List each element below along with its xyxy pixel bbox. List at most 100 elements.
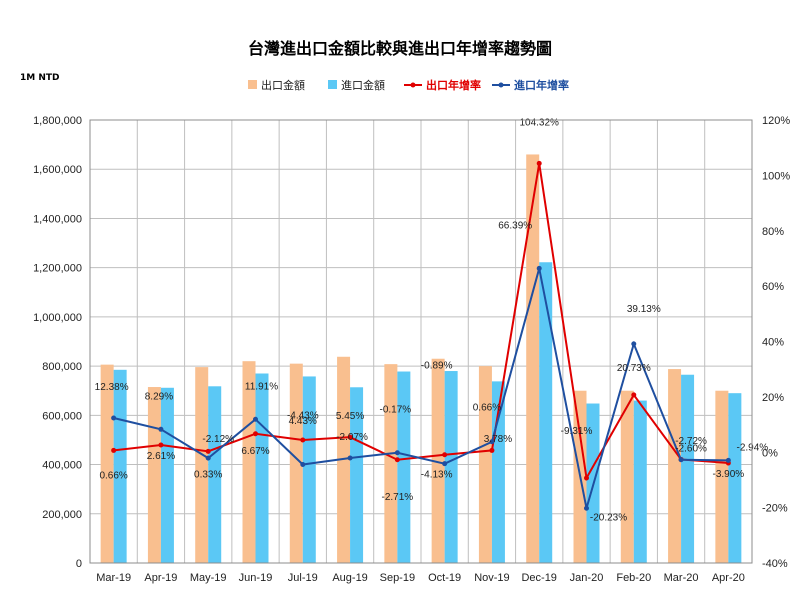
bar-export xyxy=(715,390,729,563)
export-growth-label: -2.60% xyxy=(675,443,707,454)
legend-swatch xyxy=(248,80,257,89)
left-tick-label: 600,000 xyxy=(42,410,82,422)
right-tick-label: 120% xyxy=(762,115,790,127)
x-tick-label: Sep-19 xyxy=(380,572,415,584)
bar-export xyxy=(384,364,398,563)
right-tick-label: -20% xyxy=(762,503,788,515)
left-tick-label: 1,400,000 xyxy=(33,213,82,225)
point-import-growth xyxy=(489,439,495,445)
x-tick-label: Jul-19 xyxy=(288,572,318,584)
import-growth-label: -4.43% xyxy=(287,411,319,422)
x-tick-label: Aug-19 xyxy=(332,572,367,584)
bar-export xyxy=(147,387,161,563)
point-import-growth xyxy=(631,341,637,347)
bar-export xyxy=(289,363,303,563)
point-export-growth xyxy=(111,447,117,453)
bar-import xyxy=(255,373,269,563)
import-growth-label: 8.29% xyxy=(145,391,173,402)
bars xyxy=(100,154,742,563)
left-tick-label: 1,600,000 xyxy=(33,164,82,176)
left-tick-label: 1,800,000 xyxy=(33,115,82,127)
export-growth-label: 2.61% xyxy=(147,451,175,462)
right-tick-label: 40% xyxy=(762,337,784,349)
import-growth-label: -2.07% xyxy=(336,432,368,443)
bar-import xyxy=(539,262,553,563)
axes: 0 200,000 400,000 600,000 800,000 1,000,000 1,… xyxy=(33,115,790,584)
point-import-growth xyxy=(725,457,731,463)
bar-import xyxy=(728,393,742,563)
x-tick-label: Oct-19 xyxy=(428,572,461,584)
legend-swatch xyxy=(328,80,337,89)
point-import-growth xyxy=(394,450,400,456)
point-import-growth xyxy=(536,265,542,271)
bar-import xyxy=(397,371,411,563)
bar-export xyxy=(668,369,682,563)
x-tick-label: Apr-19 xyxy=(144,572,177,584)
export-growth-label: 6.67% xyxy=(241,446,269,457)
point-import-growth xyxy=(584,505,589,511)
chart-title: 台灣進出口金額比較與進出口年增率趨勢圖 xyxy=(248,39,552,58)
legend: 出口金額 進口金額 出口年增率 進口年增率 xyxy=(248,78,569,92)
bar-export xyxy=(620,390,634,563)
x-tick-label: Jun-19 xyxy=(239,572,273,584)
bar-export xyxy=(431,358,445,563)
point-import-growth xyxy=(347,455,353,461)
import-growth-label: 66.39% xyxy=(498,220,532,231)
legend-label: 出口金額 xyxy=(261,78,305,92)
x-tick-label: Mar-20 xyxy=(664,572,699,584)
import-growth-label: -20.23% xyxy=(590,512,627,523)
left-tick-label: 0 xyxy=(76,558,82,570)
import-growth-label: 3.78% xyxy=(484,434,512,445)
left-tick-label: 400,000 xyxy=(42,460,82,472)
import-growth-label: -4.13% xyxy=(421,470,453,481)
x-tick-label: Apr-20 xyxy=(712,572,745,584)
export-growth-label: 5.45% xyxy=(336,411,364,422)
import-growth-label: -0.17% xyxy=(380,405,412,416)
point-import-growth xyxy=(678,457,684,463)
x-tick-label: Jan-20 xyxy=(570,572,604,584)
point-export-growth xyxy=(158,442,164,448)
bar-import xyxy=(160,387,174,563)
legend-label: 進口金額 xyxy=(341,78,385,92)
bar-import xyxy=(681,374,695,563)
import-growth-label: 11.91% xyxy=(245,381,278,392)
x-tick-label: Dec-19 xyxy=(521,572,556,584)
line-import-growth xyxy=(113,268,729,509)
export-growth-label: 0.33% xyxy=(194,469,222,480)
point-export-growth xyxy=(442,452,448,458)
plot-border xyxy=(89,119,753,564)
bar-export xyxy=(478,366,492,563)
point-import-growth xyxy=(205,455,211,461)
export-growth-label: 4.43% xyxy=(289,416,317,427)
point-import-growth xyxy=(111,415,117,421)
lines xyxy=(111,160,731,511)
bar-import xyxy=(444,371,458,563)
point-export-growth xyxy=(205,448,211,454)
export-growth-label: 0.66% xyxy=(99,470,127,481)
right-tick-label: 100% xyxy=(762,170,790,182)
export-growth-label: 104.32% xyxy=(519,117,559,128)
bar-import xyxy=(633,400,647,563)
point-export-growth xyxy=(584,475,589,481)
export-growth-label: -3.90% xyxy=(713,469,745,480)
export-growth-label: -0.89% xyxy=(421,361,453,372)
point-export-growth xyxy=(253,431,258,437)
gridlines xyxy=(89,119,753,564)
point-import-growth xyxy=(442,461,448,467)
point-export-growth xyxy=(489,447,495,453)
bar-import xyxy=(350,387,364,563)
bar-export xyxy=(195,367,209,563)
left-tick-label: 800,000 xyxy=(42,361,82,373)
x-tick-label: Nov-19 xyxy=(474,572,509,584)
import-growth-label: 12.38% xyxy=(95,382,129,393)
export-growth-label: 20.73% xyxy=(617,363,651,374)
point-export-growth xyxy=(300,437,306,443)
bar-export xyxy=(100,364,114,563)
import-growth-label: -2.72% xyxy=(675,436,707,447)
right-tick-label: 0% xyxy=(762,447,778,459)
point-import-growth xyxy=(253,416,258,422)
bar-import xyxy=(302,376,316,563)
left-tick-label: 1,200,000 xyxy=(33,263,82,275)
